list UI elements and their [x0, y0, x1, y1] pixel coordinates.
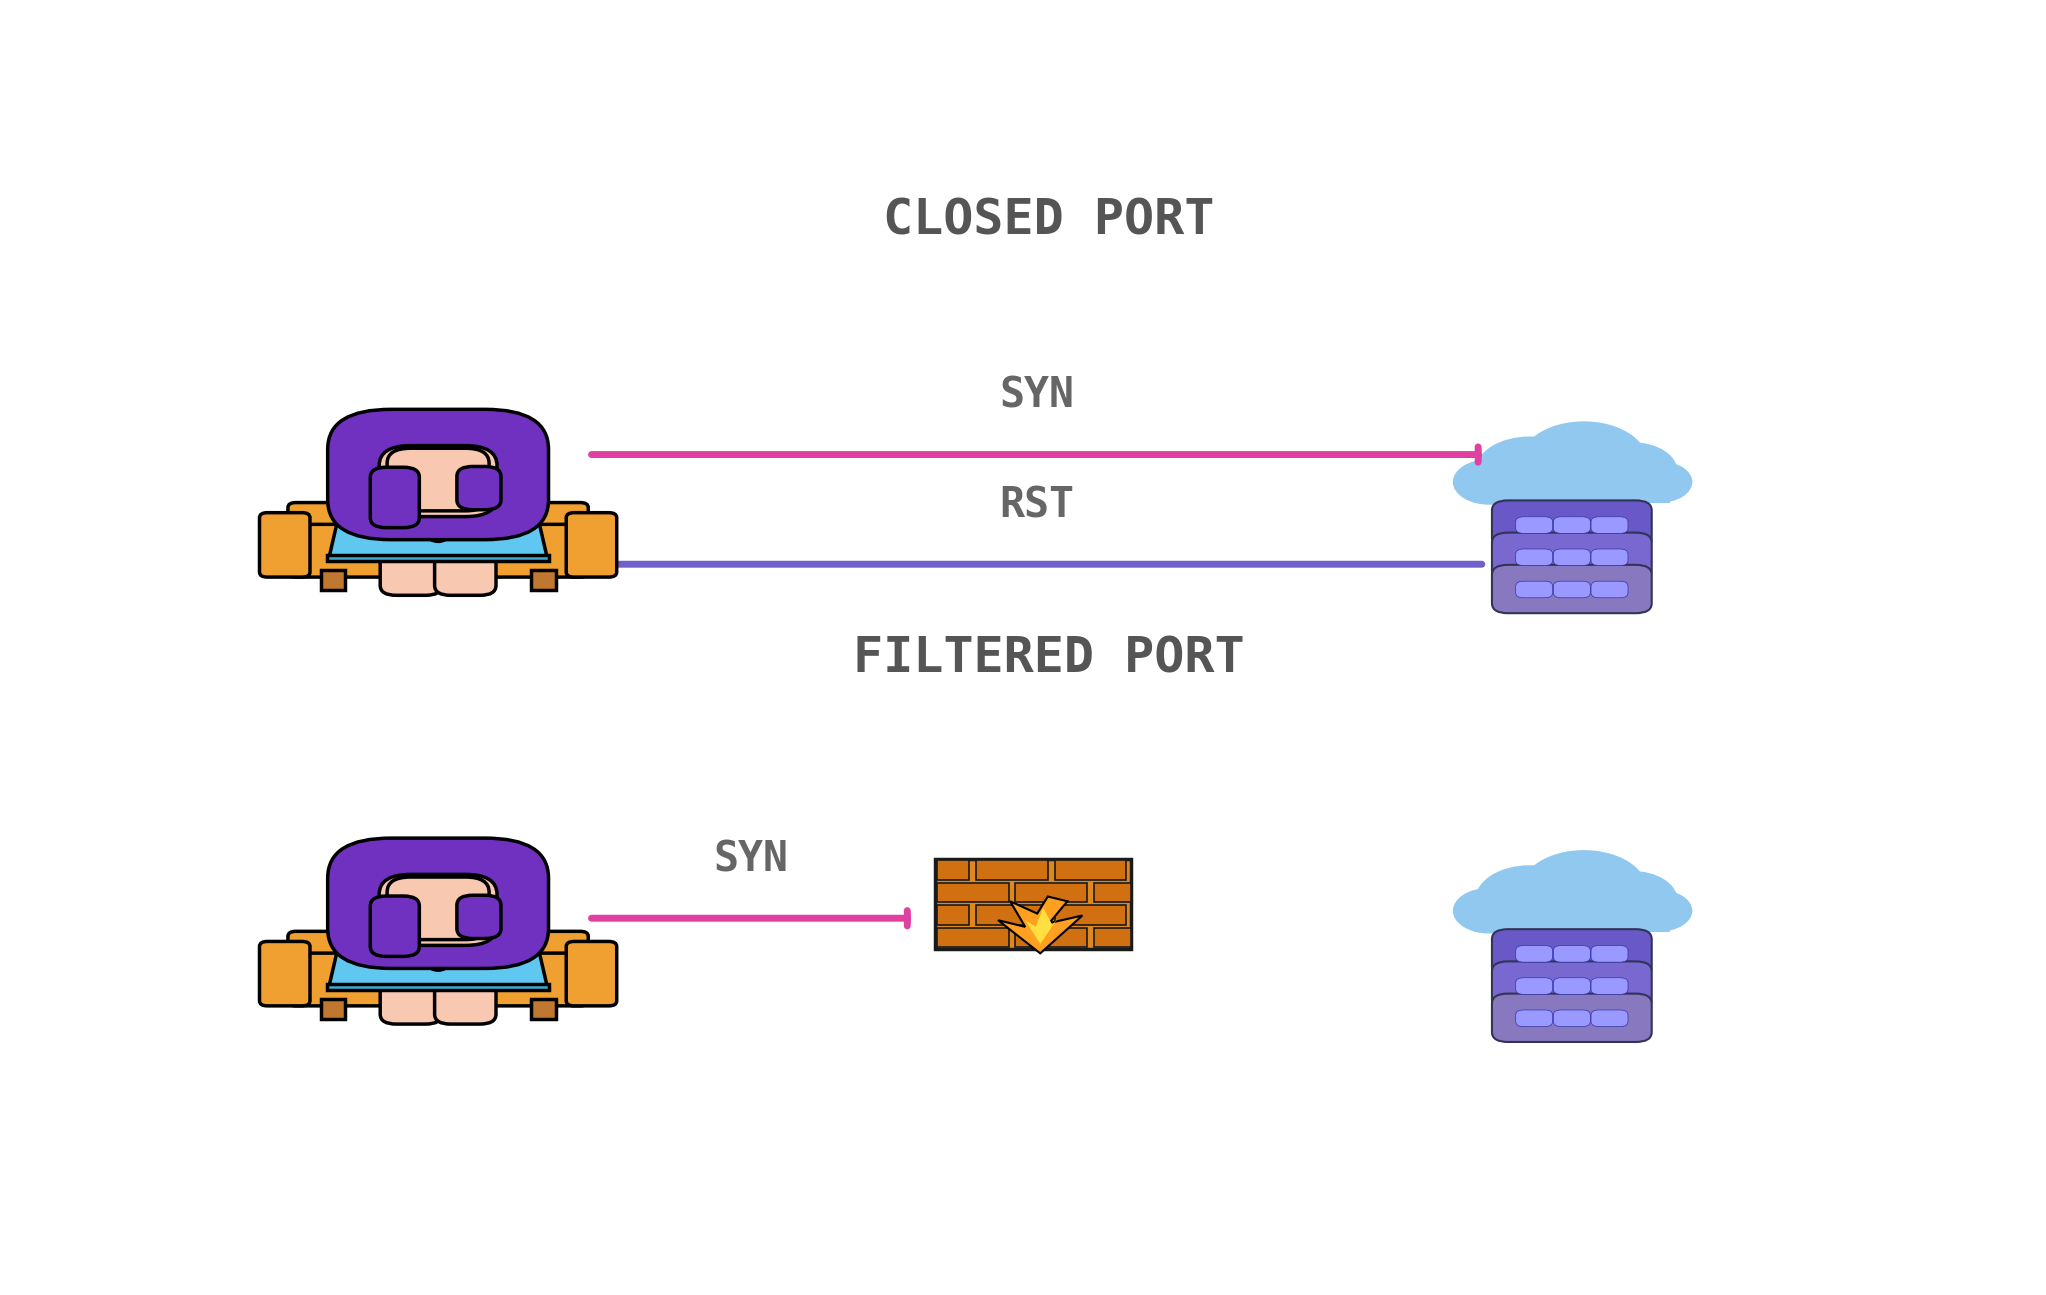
Circle shape [1453, 888, 1524, 934]
FancyBboxPatch shape [1553, 978, 1590, 995]
FancyBboxPatch shape [1553, 549, 1590, 566]
FancyBboxPatch shape [381, 545, 442, 596]
FancyBboxPatch shape [567, 513, 616, 578]
FancyBboxPatch shape [370, 896, 419, 957]
Text: CLOSED PORT: CLOSED PORT [884, 197, 1213, 245]
Circle shape [428, 528, 448, 541]
Circle shape [1520, 421, 1647, 501]
FancyBboxPatch shape [1492, 532, 1651, 581]
Text: SYN: SYN [714, 838, 790, 881]
FancyBboxPatch shape [379, 874, 497, 945]
FancyBboxPatch shape [434, 545, 495, 596]
FancyBboxPatch shape [1516, 978, 1553, 995]
FancyBboxPatch shape [1516, 549, 1553, 566]
FancyBboxPatch shape [1553, 1010, 1590, 1027]
FancyBboxPatch shape [1492, 993, 1651, 1042]
FancyBboxPatch shape [530, 570, 557, 591]
FancyBboxPatch shape [456, 466, 501, 510]
FancyBboxPatch shape [370, 467, 419, 527]
FancyBboxPatch shape [387, 877, 489, 940]
FancyBboxPatch shape [1592, 581, 1629, 598]
FancyBboxPatch shape [1592, 945, 1629, 962]
FancyBboxPatch shape [1473, 901, 1670, 931]
FancyBboxPatch shape [1553, 945, 1590, 962]
Circle shape [1453, 460, 1524, 505]
Bar [976, 860, 1048, 879]
FancyBboxPatch shape [1492, 565, 1651, 614]
Text: RST: RST [998, 484, 1074, 526]
FancyBboxPatch shape [1473, 473, 1670, 502]
Bar [937, 860, 970, 879]
FancyBboxPatch shape [434, 975, 495, 1024]
FancyBboxPatch shape [456, 895, 501, 939]
Polygon shape [426, 502, 450, 522]
Bar [937, 905, 970, 925]
FancyBboxPatch shape [1592, 978, 1629, 995]
FancyBboxPatch shape [288, 502, 589, 535]
FancyBboxPatch shape [288, 524, 589, 578]
FancyBboxPatch shape [1516, 1010, 1553, 1027]
Bar [1095, 927, 1131, 947]
FancyBboxPatch shape [327, 409, 548, 540]
Circle shape [1475, 436, 1584, 505]
FancyBboxPatch shape [1516, 945, 1553, 962]
FancyBboxPatch shape [327, 984, 550, 989]
Circle shape [1475, 865, 1584, 934]
Circle shape [434, 961, 444, 967]
FancyBboxPatch shape [530, 998, 557, 1019]
FancyBboxPatch shape [288, 953, 589, 1006]
Polygon shape [329, 514, 546, 557]
FancyBboxPatch shape [1592, 549, 1629, 566]
FancyBboxPatch shape [327, 556, 550, 561]
Bar [1054, 860, 1125, 879]
Circle shape [1588, 872, 1678, 927]
Text: SYN: SYN [998, 374, 1074, 417]
Circle shape [1627, 461, 1692, 502]
FancyBboxPatch shape [1516, 517, 1553, 534]
FancyBboxPatch shape [327, 838, 548, 969]
FancyBboxPatch shape [428, 919, 450, 929]
Circle shape [434, 532, 444, 539]
Circle shape [1627, 890, 1692, 931]
FancyBboxPatch shape [1492, 930, 1651, 978]
FancyBboxPatch shape [379, 445, 497, 517]
FancyBboxPatch shape [1492, 500, 1651, 549]
Polygon shape [998, 896, 1082, 953]
FancyBboxPatch shape [1516, 581, 1553, 598]
FancyBboxPatch shape [1553, 517, 1590, 534]
FancyBboxPatch shape [321, 570, 346, 591]
Bar [1095, 883, 1131, 903]
Bar [937, 883, 1009, 903]
FancyBboxPatch shape [567, 941, 616, 1006]
FancyBboxPatch shape [428, 491, 450, 500]
FancyBboxPatch shape [1592, 517, 1629, 534]
Text: FILTERED PORT: FILTERED PORT [853, 635, 1244, 682]
Circle shape [428, 958, 448, 970]
FancyBboxPatch shape [321, 998, 346, 1019]
Polygon shape [1025, 908, 1058, 944]
Bar [976, 905, 1048, 925]
FancyBboxPatch shape [260, 941, 311, 1006]
Polygon shape [391, 491, 485, 531]
FancyBboxPatch shape [288, 931, 589, 963]
Circle shape [1588, 442, 1678, 499]
Bar [1015, 883, 1086, 903]
Bar [1015, 927, 1086, 947]
Polygon shape [426, 931, 450, 951]
FancyBboxPatch shape [381, 975, 442, 1024]
Bar [935, 859, 1131, 949]
FancyBboxPatch shape [1553, 581, 1590, 598]
Polygon shape [329, 943, 546, 985]
Bar [937, 927, 1009, 947]
FancyBboxPatch shape [1592, 1010, 1629, 1027]
FancyBboxPatch shape [1492, 961, 1651, 1010]
FancyBboxPatch shape [260, 513, 311, 578]
FancyBboxPatch shape [387, 448, 489, 510]
Polygon shape [391, 919, 485, 960]
Bar [1054, 905, 1125, 925]
Circle shape [1520, 850, 1647, 930]
